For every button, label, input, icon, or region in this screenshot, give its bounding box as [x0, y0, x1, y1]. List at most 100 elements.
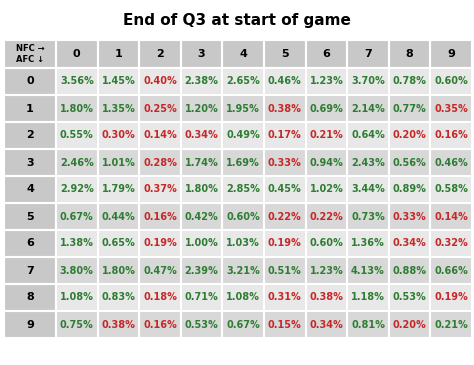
Bar [4, 122, 56, 149]
Text: 7: 7 [26, 265, 34, 276]
Bar [347, 68, 389, 95]
Text: 0.53%: 0.53% [393, 292, 427, 303]
Bar [98, 149, 139, 176]
Text: 1.20%: 1.20% [185, 104, 219, 114]
Text: 2.85%: 2.85% [226, 184, 260, 195]
Bar [181, 40, 222, 68]
Text: 0.69%: 0.69% [310, 104, 343, 114]
Text: 1.35%: 1.35% [101, 104, 135, 114]
Text: 1.08%: 1.08% [226, 292, 260, 303]
Text: 0.34%: 0.34% [185, 131, 219, 141]
Text: 2.65%: 2.65% [226, 77, 260, 87]
Text: 2.39%: 2.39% [185, 265, 219, 276]
Text: 0.37%: 0.37% [143, 184, 177, 195]
Text: 2.92%: 2.92% [60, 184, 94, 195]
Bar [347, 284, 389, 311]
Bar [56, 40, 98, 68]
Bar [264, 176, 306, 203]
Bar [347, 40, 389, 68]
Bar [430, 95, 472, 122]
Text: 0.56%: 0.56% [393, 158, 427, 168]
Text: 0.31%: 0.31% [268, 292, 301, 303]
Text: 0: 0 [73, 49, 81, 59]
Text: 6: 6 [322, 49, 330, 59]
Text: 1.80%: 1.80% [101, 265, 136, 276]
Text: 0.19%: 0.19% [434, 292, 468, 303]
Bar [181, 230, 222, 257]
Text: 0.60%: 0.60% [434, 77, 468, 87]
Bar [306, 284, 347, 311]
Text: 0.88%: 0.88% [392, 265, 427, 276]
Text: 0.45%: 0.45% [268, 184, 301, 195]
Bar [306, 176, 347, 203]
Text: 1.80%: 1.80% [60, 104, 94, 114]
Bar [4, 284, 56, 311]
Text: 0.38%: 0.38% [101, 319, 136, 330]
Bar [306, 40, 347, 68]
Text: 0.75%: 0.75% [60, 319, 94, 330]
Bar [306, 257, 347, 284]
Bar [222, 40, 264, 68]
Bar [389, 311, 430, 338]
Bar [389, 149, 430, 176]
Bar [222, 68, 264, 95]
Bar [389, 230, 430, 257]
Text: 4: 4 [239, 49, 247, 59]
Bar [264, 257, 306, 284]
Text: 0.19%: 0.19% [268, 238, 301, 249]
Text: 0.21%: 0.21% [310, 131, 343, 141]
Bar [98, 284, 139, 311]
Text: 1.03%: 1.03% [226, 238, 260, 249]
Text: 0.55%: 0.55% [60, 131, 94, 141]
Text: 9: 9 [447, 49, 455, 59]
Bar [56, 203, 98, 230]
Text: 1.23%: 1.23% [310, 77, 343, 87]
Bar [139, 257, 181, 284]
Text: 1.08%: 1.08% [60, 292, 94, 303]
Text: 3.70%: 3.70% [351, 77, 385, 87]
Bar [4, 311, 56, 338]
Bar [264, 95, 306, 122]
Bar [389, 176, 430, 203]
Text: 0.65%: 0.65% [101, 238, 135, 249]
Bar [264, 311, 306, 338]
Bar [347, 203, 389, 230]
Text: 1.80%: 1.80% [185, 184, 219, 195]
Bar [430, 311, 472, 338]
Text: 1: 1 [115, 49, 122, 59]
Bar [56, 122, 98, 149]
Text: 5: 5 [281, 49, 289, 59]
Bar [56, 68, 98, 95]
Text: 0.73%: 0.73% [351, 211, 385, 222]
Text: 0.64%: 0.64% [351, 131, 385, 141]
Bar [181, 176, 222, 203]
Text: 0.14%: 0.14% [143, 131, 177, 141]
Bar [264, 122, 306, 149]
Text: 0.33%: 0.33% [393, 211, 427, 222]
Text: 1.23%: 1.23% [310, 265, 343, 276]
Bar [264, 203, 306, 230]
Bar [222, 149, 264, 176]
Bar [306, 203, 347, 230]
Text: 0.14%: 0.14% [434, 211, 468, 222]
Text: 2: 2 [156, 49, 164, 59]
Text: 4.13%: 4.13% [351, 265, 385, 276]
Bar [222, 176, 264, 203]
Bar [139, 176, 181, 203]
Bar [430, 40, 472, 68]
Bar [389, 257, 430, 284]
Bar [222, 257, 264, 284]
Text: 0.58%: 0.58% [434, 184, 468, 195]
Text: 0.46%: 0.46% [268, 77, 301, 87]
Text: 0.60%: 0.60% [310, 238, 343, 249]
Bar [347, 95, 389, 122]
Bar [56, 176, 98, 203]
Text: 3.21%: 3.21% [226, 265, 260, 276]
Bar [430, 203, 472, 230]
Bar [139, 95, 181, 122]
Text: 0.81%: 0.81% [351, 319, 385, 330]
Bar [389, 40, 430, 68]
Bar [222, 122, 264, 149]
Text: 0.71%: 0.71% [185, 292, 219, 303]
Text: 0.38%: 0.38% [310, 292, 343, 303]
